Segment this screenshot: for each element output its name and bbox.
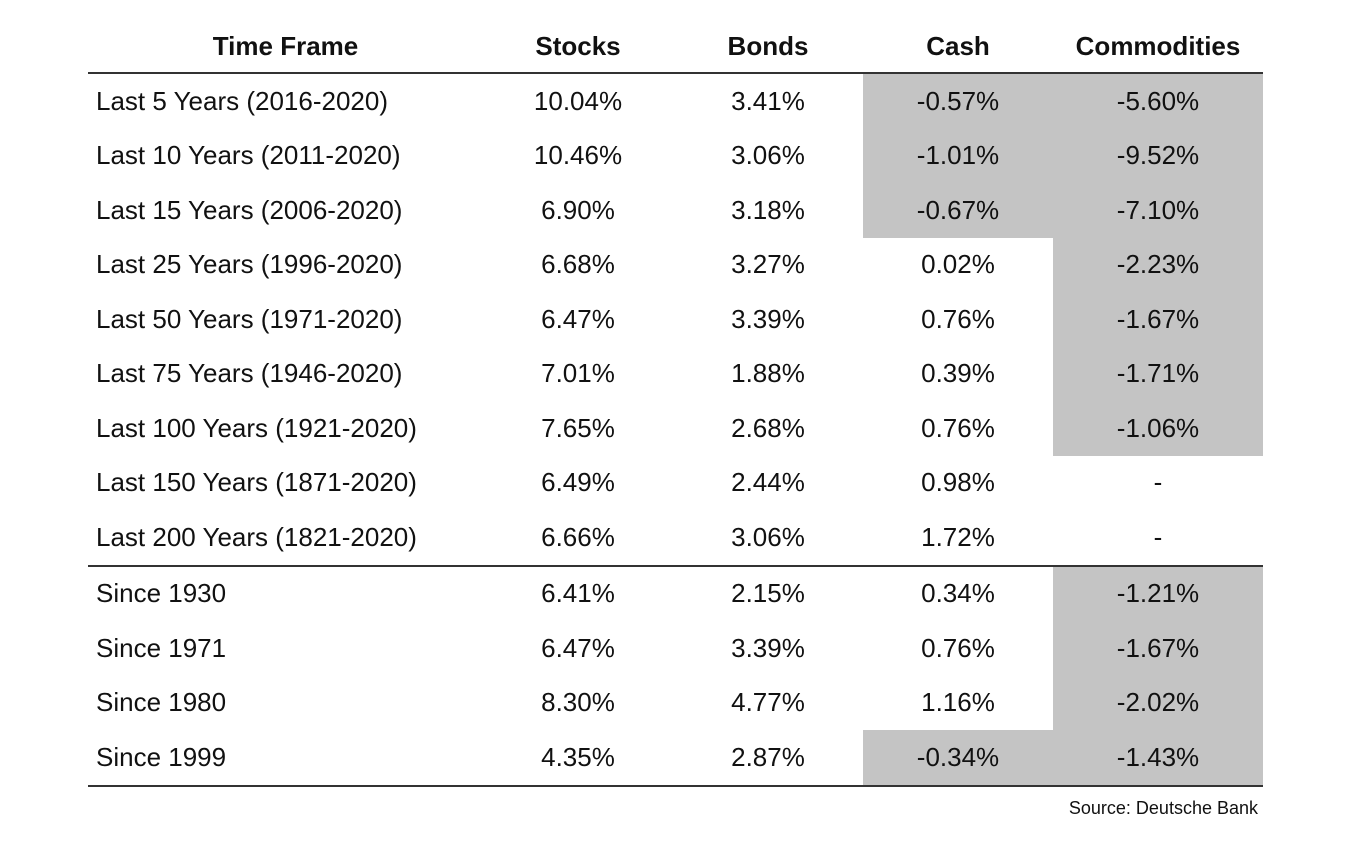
table-row: Last 50 Years (1971-2020) 6.47% 3.39% 0.76%…	[88, 292, 1263, 347]
value-cell: -2.23%	[1053, 237, 1263, 292]
value-cell: -	[1153, 521, 1163, 552]
value-cell: 6.49%	[541, 467, 615, 498]
header-cell: Time Frame	[212, 30, 359, 61]
time-frame-cell: Last 15 Years (2006-2020)	[96, 194, 403, 225]
table-row: Since 1971 6.47% 3.39% 0.76% -1.67%	[88, 621, 1263, 676]
table-section: Since 1930 6.41% 2.15% 0.34% -1.21% Since 197…	[88, 566, 1263, 787]
value-cell: 6.68%	[541, 249, 615, 280]
value-cell: 6.41%	[541, 578, 615, 609]
header-cell: Cash	[926, 30, 990, 61]
value-cell: 4.35%	[541, 741, 615, 772]
value-cell: -1.06%	[1053, 401, 1263, 456]
value-cell: -5.60%	[1053, 74, 1263, 129]
value-cell: 3.27%	[731, 249, 805, 280]
time-frame-cell: Last 75 Years (1946-2020)	[96, 358, 403, 389]
value-cell: 6.47%	[541, 632, 615, 663]
value-cell: 2.15%	[731, 578, 805, 609]
value-cell: -1.71%	[1053, 346, 1263, 401]
value-cell: -1.67%	[1053, 292, 1263, 347]
value-cell: 0.34%	[921, 578, 995, 609]
header-cell: Commodities	[1075, 30, 1241, 61]
value-cell: 0.98%	[921, 467, 995, 498]
source-note: Source: Deutsche Bank	[1068, 798, 1258, 818]
value-cell: 1.16%	[921, 687, 995, 718]
time-frame-cell: Since 1999	[96, 741, 227, 772]
value-cell: -0.34%	[863, 730, 1053, 785]
value-cell: 6.47%	[541, 303, 615, 334]
table-row: Since 1999 4.35% 2.87% -0.34% -1.43%	[88, 730, 1263, 785]
time-frame-cell: Last 10 Years (2011-2020)	[96, 140, 401, 171]
value-cell: 3.06%	[731, 140, 805, 171]
value-cell: 7.01%	[541, 358, 615, 389]
value-cell: 3.39%	[731, 303, 805, 334]
table-row: Last 150 Years (1871-2020) 6.49% 2.44% 0.98…	[88, 456, 1263, 511]
time-frame-cell: Last 200 Years (1821-2020)	[96, 521, 417, 552]
value-cell: -1.43%	[1053, 730, 1263, 785]
value-cell: 2.87%	[731, 741, 805, 772]
value-cell: -	[1153, 467, 1163, 498]
value-cell: 2.44%	[731, 467, 805, 498]
value-cell: 2.68%	[731, 412, 805, 443]
value-cell: 4.77%	[731, 687, 805, 718]
value-cell: 7.65%	[541, 412, 615, 443]
value-cell: 0.76%	[921, 303, 995, 334]
table-row: Last 25 Years (1996-2020) 6.68% 3.27% 0.02%…	[88, 237, 1263, 292]
value-cell: -7.10%	[1053, 183, 1263, 238]
value-cell: 0.39%	[921, 358, 995, 389]
value-cell: 3.18%	[731, 194, 805, 225]
value-cell: -1.21%	[1053, 566, 1263, 621]
table-row: Last 75 Years (1946-2020) 7.01% 1.88% 0.39%…	[88, 346, 1263, 401]
time-frame-cell: Last 100 Years (1921-2020)	[96, 412, 417, 443]
header-cell: Stocks	[535, 30, 621, 61]
time-frame-cell: Since 1971	[96, 632, 227, 663]
value-cell: 0.76%	[921, 412, 995, 443]
value-cell: -0.57%	[863, 74, 1053, 129]
time-frame-cell: Last 150 Years (1871-2020)	[96, 467, 417, 498]
value-cell: 3.39%	[731, 632, 805, 663]
value-cell: -9.52%	[1053, 128, 1263, 183]
table-row: Last 15 Years (2006-2020) 6.90% 3.18% -0.67…	[88, 183, 1263, 238]
table-section: Last 5 Years (2016-2020) 10.04% 3.41% -0.57…	[88, 74, 1263, 567]
time-frame-cell: Last 5 Years (2016-2020)	[96, 85, 388, 116]
header-cell: Bonds	[727, 30, 809, 61]
value-cell: 1.88%	[731, 358, 805, 389]
value-cell: 3.41%	[731, 85, 805, 116]
time-frame-cell: Last 50 Years (1971-2020)	[96, 303, 403, 334]
value-cell: -1.67%	[1053, 621, 1263, 676]
value-cell: -2.02%	[1053, 675, 1263, 730]
value-cell: 3.06%	[731, 521, 805, 552]
value-cell: 10.04%	[533, 85, 623, 116]
table-row: Last 100 Years (1921-2020) 7.65% 2.68% 0.76…	[88, 401, 1263, 456]
table-row: Last 10 Years (2011-2020) 10.46% 3.06% -1.0…	[88, 128, 1263, 183]
time-frame-cell: Since 1980	[96, 687, 227, 718]
time-frame-cell: Since 1930	[96, 578, 227, 609]
table-row: Since 1980 8.30% 4.77% 1.16% -2.02%	[88, 675, 1263, 730]
returns-table: Time Frame Stocks Bonds Cash Commodities Last…	[88, 20, 1263, 787]
value-cell: 6.66%	[541, 521, 615, 552]
value-cell: 10.46%	[533, 140, 623, 171]
value-cell: 8.30%	[541, 687, 615, 718]
value-cell: -0.67%	[863, 183, 1053, 238]
value-cell: 0.02%	[921, 249, 995, 280]
value-cell: 1.72%	[921, 521, 995, 552]
value-cell: 6.90%	[541, 194, 615, 225]
value-cell: 0.76%	[921, 632, 995, 663]
table-row: Last 200 Years (1821-2020) 6.66% 3.06% 1.72…	[88, 510, 1263, 565]
value-cell: -1.01%	[863, 128, 1053, 183]
table-row: Since 1930 6.41% 2.15% 0.34% -1.21%	[88, 566, 1263, 621]
table-row: Last 5 Years (2016-2020) 10.04% 3.41% -0.57…	[88, 74, 1263, 129]
time-frame-cell: Last 25 Years (1996-2020)	[96, 249, 403, 280]
header-row: Time Frame Stocks Bonds Cash Commodities	[88, 20, 1263, 74]
